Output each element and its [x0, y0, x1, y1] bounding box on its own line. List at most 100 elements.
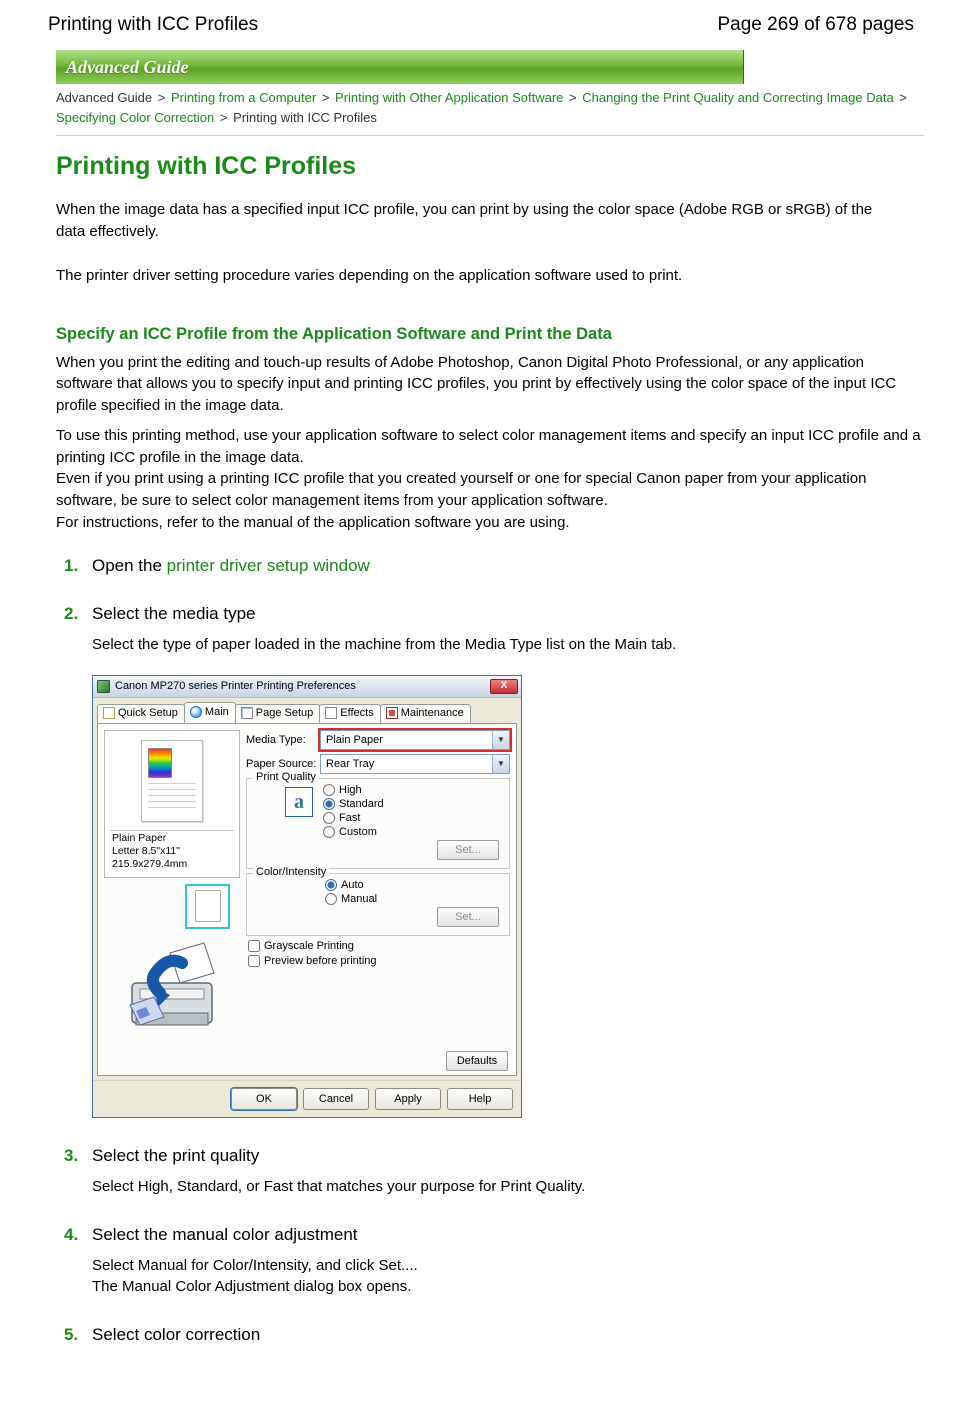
step-2-desc: Select the type of paper loaded in the m… [92, 634, 912, 655]
close-button[interactable]: X [490, 679, 518, 694]
step-3: 3. Select the print quality Select High,… [56, 1146, 924, 1197]
step-4-desc: Select Manual for Color/Intensity, and c… [92, 1255, 912, 1297]
step-3-title: Select the print quality [92, 1146, 259, 1165]
page-title: Printing with ICC Profiles [56, 152, 924, 181]
radio-label: High [339, 784, 362, 796]
quality-custom-radio[interactable]: Custom [323, 826, 377, 838]
preview-caption-l1: Plain Paper [112, 832, 232, 845]
radio-label: Fast [339, 812, 360, 824]
checkbox-label: Preview before printing [264, 955, 377, 967]
tab-label: Main [205, 706, 229, 718]
intro-p2: The printer driver setting procedure var… [56, 265, 896, 287]
radio-label: Custom [339, 826, 377, 838]
tab-quick-setup[interactable]: Quick Setup [97, 704, 185, 723]
printer-illustration-icon [112, 935, 232, 1039]
ok-button[interactable]: OK [231, 1088, 297, 1110]
color-auto-radio[interactable]: Auto [325, 879, 501, 891]
doc-header-right: Page 269 of 678 pages [717, 14, 914, 36]
print-quality-legend: Print Quality [253, 771, 319, 783]
quality-set-button[interactable]: Set... [437, 840, 499, 860]
crumb-5: Printing with ICC Profiles [233, 110, 377, 125]
tab-page-setup[interactable]: Page Setup [235, 704, 321, 723]
dropdown-arrow-icon: ▼ [492, 755, 509, 773]
paper-source-label: Paper Source: [246, 757, 320, 770]
quality-glyph-icon: a [285, 787, 313, 817]
dialog-button-bar: OK Cancel Apply Help [93, 1080, 521, 1117]
step-5-title: Select color correction [92, 1325, 260, 1344]
section-p2: To use this printing method, use your ap… [56, 425, 924, 534]
crumb-sep: > [322, 90, 330, 105]
quality-high-radio[interactable]: High [323, 784, 384, 796]
radio-label: Manual [341, 893, 377, 905]
step-4-title: Select the manual color adjustment [92, 1225, 358, 1244]
step-2-title: Select the media type [92, 604, 255, 623]
paper-source-value: Rear Tray [326, 758, 374, 770]
doc-header-left: Printing with ICC Profiles [48, 14, 258, 36]
grayscale-checkbox[interactable]: Grayscale Printing [248, 940, 510, 952]
quality-standard-radio[interactable]: Standard [323, 798, 384, 810]
crumb-4[interactable]: Specifying Color Correction [56, 110, 214, 125]
printer-prefs-dialog: Canon MP270 series Printer Printing Pref… [92, 675, 522, 1118]
app-icon [97, 680, 110, 693]
crumb-3[interactable]: Changing the Print Quality and Correctin… [582, 90, 893, 105]
quality-fast-radio[interactable]: Fast [323, 812, 384, 824]
dropdown-arrow-icon: ▼ [492, 731, 509, 749]
media-type-dropdown[interactable]: Plain Paper ▼ [320, 730, 510, 750]
main-icon [190, 706, 202, 718]
color-intensity-legend: Color/Intensity [253, 866, 329, 878]
intro-p1: When the image data has a specified inpu… [56, 199, 896, 243]
paper-source-dropdown[interactable]: Rear Tray ▼ [320, 754, 510, 774]
media-type-value: Plain Paper [326, 734, 383, 746]
guide-banner-text: Advanced Guide [66, 57, 188, 78]
section-p1: When you print the editing and touch-up … [56, 352, 924, 417]
quick-setup-icon [103, 707, 115, 719]
step-1: 1. Open the printer driver setup window [56, 556, 924, 576]
apply-button[interactable]: Apply [375, 1088, 441, 1110]
dialog-title: Canon MP270 series Printer Printing Pref… [115, 680, 356, 692]
step-num: 1. [64, 556, 78, 576]
maintenance-icon [386, 707, 398, 719]
section-title: Specify an ICC Profile from the Applicat… [56, 325, 924, 344]
step-num: 3. [64, 1146, 78, 1166]
dialog-tabs: Quick Setup Main Page Setup Effects Main… [93, 698, 521, 723]
preview-page-icon [141, 740, 203, 822]
tab-label: Effects [340, 707, 373, 719]
tab-label: Maintenance [401, 707, 464, 719]
print-quality-group: Print Quality a High Standard Fast Custo… [246, 778, 510, 869]
breadcrumb: Advanced Guide > Printing from a Compute… [56, 88, 924, 136]
page-preview: Plain Paper Letter 8.5"x11" 215.9x279.4m… [104, 730, 240, 878]
orientation-indicator [185, 884, 230, 929]
preview-checkbox[interactable]: Preview before printing [248, 955, 510, 967]
tab-effects[interactable]: Effects [319, 704, 380, 723]
crumb-sep: > [158, 90, 166, 105]
tab-main[interactable]: Main [184, 702, 236, 723]
help-button[interactable]: Help [447, 1088, 513, 1110]
step-5: 5. Select color correction [56, 1325, 924, 1345]
step-4: 4. Select the manual color adjustment Se… [56, 1225, 924, 1297]
guide-banner: Advanced Guide [56, 50, 744, 84]
tab-label: Page Setup [256, 707, 314, 719]
step-num: 2. [64, 604, 78, 624]
color-manual-radio[interactable]: Manual [325, 893, 501, 905]
step-num: 5. [64, 1325, 78, 1345]
cancel-button[interactable]: Cancel [303, 1088, 369, 1110]
defaults-button[interactable]: Defaults [446, 1051, 508, 1071]
radio-label: Standard [339, 798, 384, 810]
crumb-sep: > [569, 90, 577, 105]
radio-label: Auto [341, 879, 364, 891]
tab-label: Quick Setup [118, 707, 178, 719]
crumb-1[interactable]: Printing from a Computer [171, 90, 316, 105]
dialog-titlebar: Canon MP270 series Printer Printing Pref… [93, 676, 521, 698]
crumb-sep: > [899, 90, 907, 105]
color-set-button[interactable]: Set... [437, 907, 499, 927]
step-1-text: Open the [92, 556, 167, 575]
rainbow-swatch-icon [148, 748, 172, 778]
printer-driver-setup-link[interactable]: printer driver setup window [167, 556, 370, 575]
crumb-2[interactable]: Printing with Other Application Software [335, 90, 563, 105]
page-setup-icon [241, 707, 253, 719]
preview-caption-l2: Letter 8.5"x11" 215.9x279.4mm [112, 845, 232, 871]
effects-icon [325, 707, 337, 719]
tab-maintenance[interactable]: Maintenance [380, 704, 471, 723]
crumb-0[interactable]: Advanced Guide [56, 90, 152, 105]
media-type-label: Media Type: [246, 733, 320, 746]
